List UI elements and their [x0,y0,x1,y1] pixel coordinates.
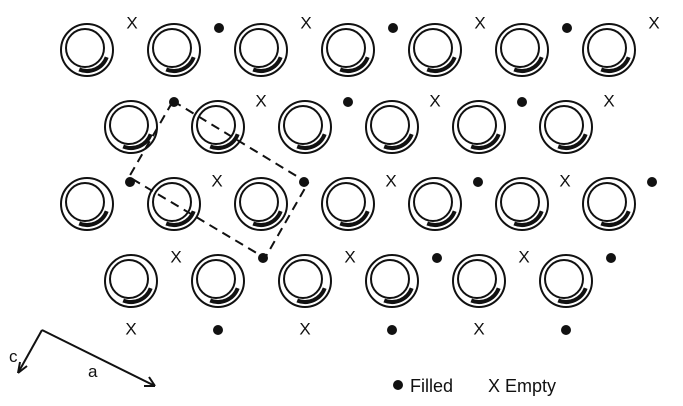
empty-site-x: X [474,13,485,32]
empty-site-x: X [344,247,355,266]
c-axis-label: c [9,347,18,366]
legend-filled-label: Filled [410,376,453,396]
c-axis-arrow [17,329,43,374]
atom [495,177,549,231]
empty-site-x: X [648,13,659,32]
atom [278,254,332,308]
atom [408,177,462,231]
empty-site-x: X [125,319,136,338]
atom [147,177,201,231]
filled-site-dot [432,253,442,263]
atom [147,23,201,77]
filled-site-dot [388,23,398,33]
axes-indicator: c a [9,329,156,387]
atom-layer [60,23,636,308]
atom [452,254,506,308]
a-axis-label: a [88,362,98,381]
atom [365,100,419,154]
empty-site-x: X [211,171,222,190]
atom [60,23,114,77]
empty-site-x: X [559,171,570,190]
atom [582,177,636,231]
filled-site-dot [473,177,483,187]
atom [321,23,375,77]
empty-site-x: X [126,13,137,32]
filled-site-dot [213,325,223,335]
filled-site-dot [561,325,571,335]
legend: Filled X Empty [393,376,556,396]
atom [365,254,419,308]
empty-site-x: X [429,91,440,110]
atom [408,23,462,77]
empty-site-x: X [300,13,311,32]
atom [539,100,593,154]
atom [582,23,636,77]
empty-site-x: X [170,247,181,266]
filled-site-legend-dot [393,380,403,390]
atom [191,100,245,154]
filled-site-dot [214,23,224,33]
atom [191,254,245,308]
unit-cell-outline [127,99,310,260]
empty-site-x: X [473,319,484,338]
empty-site-x: X [299,319,310,338]
atom [234,23,288,77]
empty-site-x: X [518,247,529,266]
legend-empty-label: X Empty [488,376,556,396]
filled-site-dot [606,253,616,263]
atom [234,177,288,231]
empty-site-x: X [255,91,266,110]
atom [495,23,549,77]
a-axis-arrow [41,329,156,387]
atom [104,100,158,154]
filled-site-dot [562,23,572,33]
filled-site-dot [125,177,135,187]
filled-site-dot [647,177,657,187]
filled-site-dot [517,97,527,107]
empty-site-x: X [385,171,396,190]
empty-site-x: X [603,91,614,110]
interstitial-site-layer: XXXXXXXXXXXXXXXXX [125,13,660,338]
atom [539,254,593,308]
atom [60,177,114,231]
filled-site-dot [343,97,353,107]
atom [278,100,332,154]
atom [452,100,506,154]
atom [104,254,158,308]
filled-site-dot [387,325,397,335]
atom [321,177,375,231]
